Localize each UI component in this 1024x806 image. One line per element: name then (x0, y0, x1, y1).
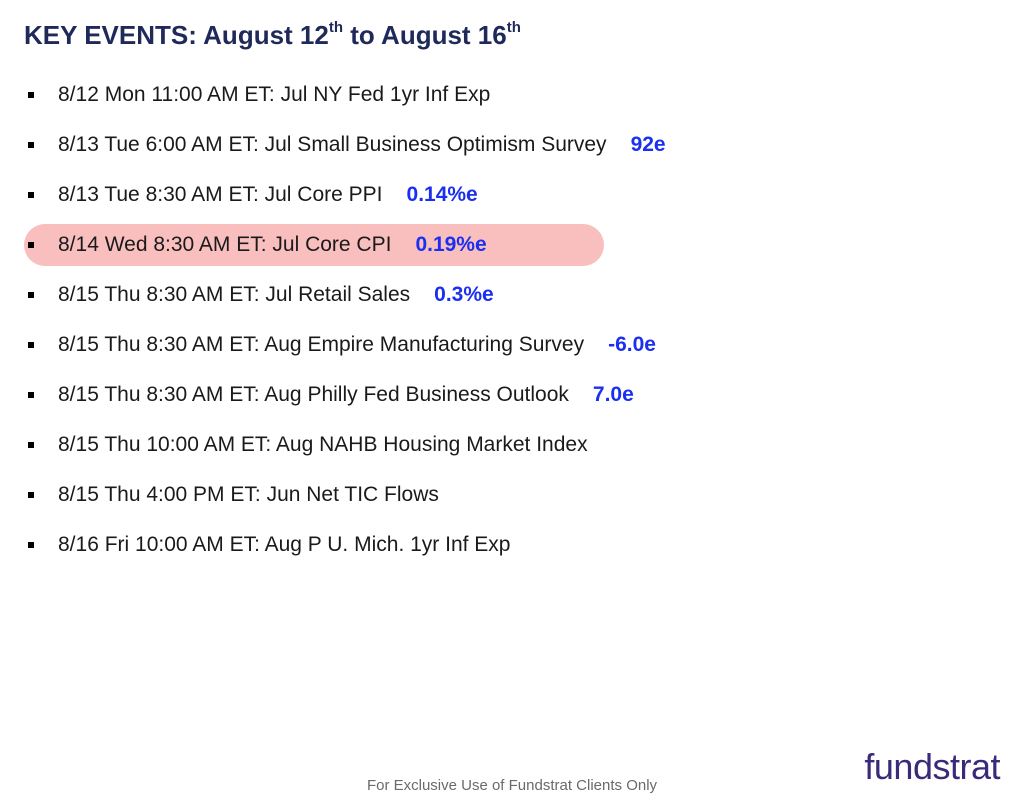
event-text: 8/15 Thu 8:30 AM ET: Aug Empire Manufact… (58, 333, 584, 357)
bullet-icon (28, 242, 34, 248)
event-estimate: 7.0e (593, 383, 634, 407)
title-prefix: KEY EVENTS: August 12 (24, 20, 329, 50)
event-text: 8/15 Thu 8:30 AM ET: Aug Philly Fed Busi… (58, 383, 569, 407)
bullet-icon (28, 492, 34, 498)
event-row: 8/15 Thu 8:30 AM ET: Aug Philly Fed Busi… (24, 383, 1000, 407)
event-estimate: 0.3%e (434, 283, 494, 307)
bullet-icon (28, 292, 34, 298)
brand-logo: fundstrat (864, 746, 1000, 788)
event-row: 8/16 Fri 10:00 AM ET: Aug P U. Mich. 1yr… (24, 533, 1000, 557)
footer: For Exclusive Use of Fundstrat Clients O… (0, 777, 1024, 794)
event-estimate: 0.19%e (415, 233, 486, 257)
event-text: 8/16 Fri 10:00 AM ET: Aug P U. Mich. 1yr… (58, 533, 510, 557)
title-sup1: th (329, 19, 343, 36)
page-title: KEY EVENTS: August 12th to August 16th (24, 20, 1000, 51)
event-estimate: -6.0e (608, 333, 656, 357)
event-row: 8/13 Tue 6:00 AM ET: Jul Small Business … (24, 133, 1000, 157)
logo-suffix: strat (932, 746, 1000, 787)
bullet-icon (28, 442, 34, 448)
event-text: 8/13 Tue 6:00 AM ET: Jul Small Business … (58, 133, 607, 157)
bullet-icon (28, 342, 34, 348)
event-text: 8/15 Thu 8:30 AM ET: Jul Retail Sales (58, 283, 410, 307)
bullet-icon (28, 142, 34, 148)
event-text: 8/15 Thu 4:00 PM ET: Jun Net TIC Flows (58, 483, 439, 507)
event-row: 8/15 Thu 8:30 AM ET: Aug Empire Manufact… (24, 333, 1000, 357)
event-text: 8/13 Tue 8:30 AM ET: Jul Core PPI (58, 183, 383, 207)
event-estimate: 0.14%e (407, 183, 478, 207)
events-list: 8/12 Mon 11:00 AM ET: Jul NY Fed 1yr Inf… (24, 83, 1000, 557)
event-row: 8/13 Tue 8:30 AM ET: Jul Core PPI 0.14%e (24, 183, 1000, 207)
event-text: 8/15 Thu 10:00 AM ET: Aug NAHB Housing M… (58, 433, 588, 457)
bullet-icon (28, 92, 34, 98)
disclaimer-text: For Exclusive Use of Fundstrat Clients O… (367, 777, 657, 794)
event-row: 8/15 Thu 8:30 AM ET: Jul Retail Sales 0.3… (24, 283, 1000, 307)
title-sup2: th (507, 19, 521, 36)
bullet-icon (28, 192, 34, 198)
event-text: 8/12 Mon 11:00 AM ET: Jul NY Fed 1yr Inf… (58, 83, 490, 107)
event-row: 8/14 Wed 8:30 AM ET: Jul Core CPI 0.19%e (24, 233, 1000, 257)
title-mid: to August 16 (343, 20, 507, 50)
event-text: 8/14 Wed 8:30 AM ET: Jul Core CPI (58, 233, 391, 257)
event-estimate: 92e (631, 133, 666, 157)
logo-prefix: fund (864, 746, 932, 787)
event-row: 8/12 Mon 11:00 AM ET: Jul NY Fed 1yr Inf… (24, 83, 1000, 107)
bullet-icon (28, 392, 34, 398)
bullet-icon (28, 542, 34, 548)
event-row: 8/15 Thu 10:00 AM ET: Aug NAHB Housing M… (24, 433, 1000, 457)
event-row: 8/15 Thu 4:00 PM ET: Jun Net TIC Flows (24, 483, 1000, 507)
